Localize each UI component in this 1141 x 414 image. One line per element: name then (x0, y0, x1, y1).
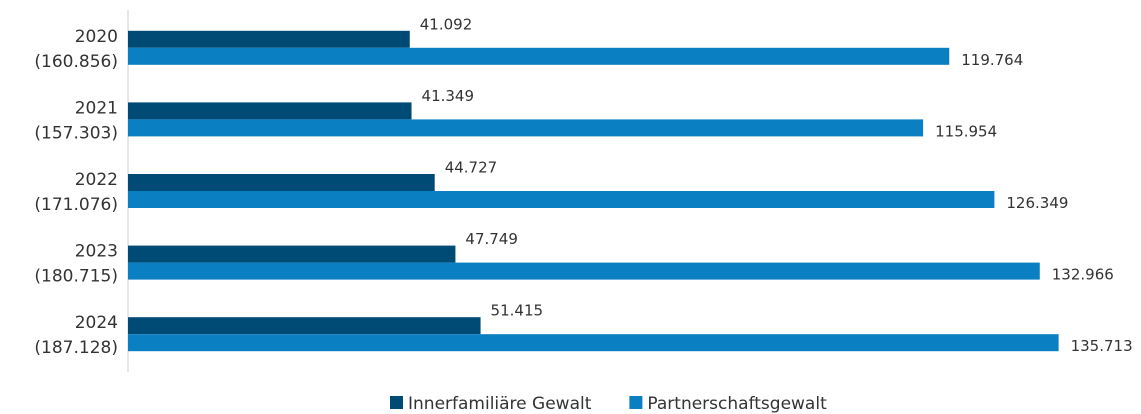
data-label: 44.727 (445, 159, 498, 177)
bar (128, 317, 481, 335)
bar (128, 47, 950, 65)
data-label: 126.349 (1006, 194, 1068, 212)
bar (128, 245, 456, 263)
y-tick-label: (160.856) (34, 52, 118, 72)
data-label: 41.092 (420, 15, 473, 33)
legend-swatch (629, 396, 643, 409)
bar (128, 102, 412, 120)
data-label: 41.349 (422, 87, 475, 105)
legend-label: Innerfamiliäre Gewalt (408, 394, 592, 414)
y-tick-label: 2020 (75, 27, 118, 47)
bar (128, 191, 995, 208)
y-tick-label: (187.128) (34, 338, 118, 358)
data-label: 132.966 (1052, 266, 1114, 284)
y-tick-label: 2024 (75, 313, 118, 333)
bar (128, 334, 1059, 352)
data-label: 115.954 (935, 122, 997, 140)
bar (128, 30, 410, 48)
y-tick-label: 2023 (75, 242, 118, 262)
bar (128, 262, 1040, 280)
bar (128, 174, 435, 191)
y-tick-label: (180.715) (34, 267, 118, 287)
y-tick-label: 2021 (75, 98, 118, 118)
data-label: 135.713 (1071, 337, 1133, 355)
y-tick-label: 2022 (75, 170, 118, 190)
y-tick-label: (157.303) (34, 123, 118, 143)
y-tick-label: (171.076) (34, 195, 118, 215)
data-label: 47.749 (465, 230, 518, 248)
bar (128, 119, 924, 137)
data-label: 119.764 (961, 51, 1023, 69)
data-label: 51.415 (491, 302, 544, 320)
legend-label: Partnerschaftsgewalt (647, 394, 827, 414)
legend-swatch (390, 396, 403, 409)
